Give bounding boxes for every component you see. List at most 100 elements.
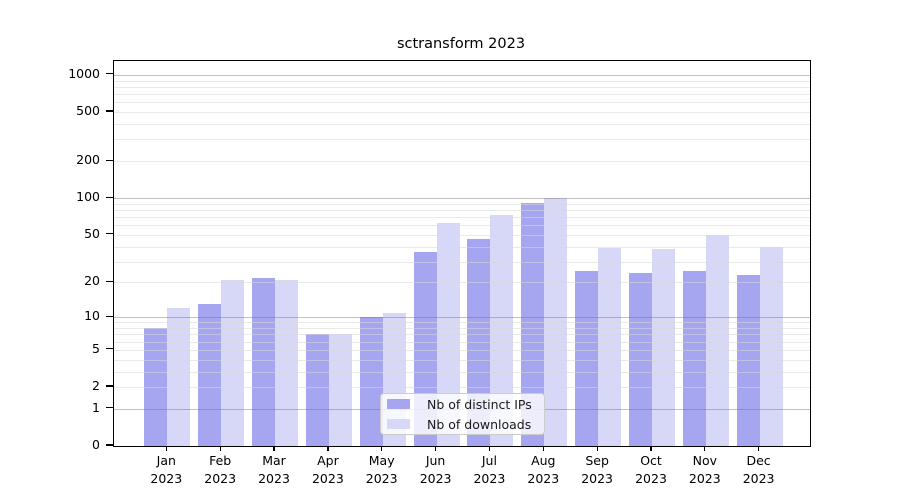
x-tick-year: 2023 xyxy=(742,471,775,486)
minor-gridline-60 xyxy=(114,225,810,227)
x-tick-label-jun: Jun 2023 xyxy=(408,452,464,488)
minor-gridline-40 xyxy=(114,246,810,248)
legend-swatch-downloads xyxy=(387,419,410,429)
bar-jul-downloads xyxy=(490,214,514,446)
x-tick-year: 2023 xyxy=(473,471,506,486)
minor-gridline-20 xyxy=(114,282,810,284)
y-tick-label-10: 10 xyxy=(84,308,100,324)
bar-mar-downloads xyxy=(275,279,298,446)
minor-gridline-8 xyxy=(114,328,810,329)
x-tick-mark-oct xyxy=(650,446,652,451)
minor-gridline-900 xyxy=(114,80,810,82)
bar-aug-downloads xyxy=(544,198,568,446)
major-gridline-10 xyxy=(114,317,810,319)
bar-may-distinct-ips xyxy=(359,317,383,446)
minor-gridline-9 xyxy=(114,322,810,324)
major-gridline-1000 xyxy=(114,74,810,76)
bar-feb-distinct-ips xyxy=(198,304,222,446)
y-tick-label-5: 5 xyxy=(92,340,100,356)
legend-row-downloads: Nb of downloads xyxy=(381,414,544,434)
legend-swatch-distinct-ips xyxy=(387,399,410,409)
minor-gridline-6 xyxy=(114,341,810,343)
minor-gridline-500 xyxy=(114,112,810,113)
minor-gridline-200 xyxy=(114,161,810,163)
y-tick-mark-20 xyxy=(106,280,113,283)
x-tick-mark-jan xyxy=(165,446,167,451)
bar-mar-distinct-ips xyxy=(252,277,275,446)
y-tick-label-0: 0 xyxy=(92,437,100,452)
x-tick-month: Apr xyxy=(317,453,339,468)
y-tick-label-200: 200 xyxy=(76,152,100,168)
x-tick-month: Oct xyxy=(640,453,662,468)
minor-gridline-90 xyxy=(114,203,810,205)
x-tick-month: Jul xyxy=(481,453,497,468)
x-tick-year: 2023 xyxy=(419,471,452,486)
x-tick-year: 2023 xyxy=(527,471,560,486)
x-tick-month: Jan xyxy=(156,453,176,468)
x-tick-label-dec: Dec 2023 xyxy=(731,452,787,488)
minor-gridline-30 xyxy=(114,261,810,263)
legend-row-distinct-ips: Nb of distinct IPs xyxy=(381,394,544,414)
bar-dec-downloads xyxy=(759,246,783,446)
y-tick-label-1000: 1000 xyxy=(68,65,100,81)
x-tick-label-jan: Jan 2023 xyxy=(138,452,194,488)
major-gridline-100 xyxy=(114,198,810,200)
minor-gridline-3 xyxy=(114,371,810,373)
x-tick-mark-dec xyxy=(758,446,760,451)
minor-gridline-2 xyxy=(114,387,810,388)
y-tick-mark-500 xyxy=(106,110,113,112)
minor-gridline-700 xyxy=(114,94,810,95)
legend-label-distinct-ips: Nb of distinct IPs xyxy=(427,396,532,412)
x-tick-mark-mar xyxy=(273,446,275,451)
minor-gridline-5 xyxy=(114,349,810,351)
minor-gridline-50 xyxy=(114,234,810,236)
chart-title: sctransform 2023 xyxy=(396,36,526,52)
plot-area: Nb of distinct IPs Nb of downloads xyxy=(113,60,811,447)
x-tick-label-feb: Feb 2023 xyxy=(192,452,248,488)
y-tick-label-100: 100 xyxy=(76,189,100,205)
x-tick-year: 2023 xyxy=(581,471,613,486)
x-tick-year: 2023 xyxy=(365,471,398,486)
x-tick-mark-feb xyxy=(219,446,221,451)
x-tick-mark-jul xyxy=(488,446,491,451)
x-tick-mark-jun xyxy=(434,446,437,451)
x-tick-month: Dec xyxy=(746,453,771,468)
x-tick-month: Sep xyxy=(585,453,609,468)
x-tick-label-oct: Oct 2023 xyxy=(623,452,679,488)
bar-oct-downloads xyxy=(652,249,675,446)
bar-apr-downloads xyxy=(328,334,352,446)
y-tick-label-1: 1 xyxy=(92,399,100,415)
y-tick-mark-50 xyxy=(106,233,113,235)
legend-label-downloads: Nb of downloads xyxy=(427,416,532,432)
x-tick-mark-sep xyxy=(596,446,598,451)
x-tick-month: Mar xyxy=(262,453,286,468)
minor-gridline-7 xyxy=(114,334,810,336)
minor-gridline-80 xyxy=(114,209,810,211)
chart-legend: Nb of distinct IPs Nb of downloads xyxy=(380,393,545,435)
y-tick-label-2: 2 xyxy=(92,378,100,393)
x-tick-label-may: May 2023 xyxy=(354,452,410,488)
x-tick-month: Aug xyxy=(531,453,556,468)
minor-gridline-400 xyxy=(114,124,810,125)
y-tick-mark-2 xyxy=(106,385,113,387)
y-tick-mark-10 xyxy=(106,315,113,317)
minor-gridline-4 xyxy=(114,359,810,361)
minor-gridline-300 xyxy=(114,139,810,141)
minor-gridline-800 xyxy=(114,86,810,88)
x-tick-month: May xyxy=(368,453,395,468)
y-tick-mark-200 xyxy=(106,159,113,161)
x-tick-year: 2023 xyxy=(688,471,721,486)
x-tick-year: 2023 xyxy=(311,471,344,486)
y-tick-label-50: 50 xyxy=(84,225,100,241)
x-tick-mark-may xyxy=(381,446,383,451)
x-tick-mark-nov xyxy=(704,446,706,451)
x-tick-label-mar: Mar 2023 xyxy=(246,452,302,488)
minor-gridline-600 xyxy=(114,102,810,104)
bar-feb-downloads xyxy=(221,279,245,446)
bar-apr-distinct-ips xyxy=(305,334,329,446)
bar-nov-distinct-ips xyxy=(682,271,706,446)
x-tick-year: 2023 xyxy=(258,471,290,486)
y-tick-mark-1000 xyxy=(106,73,113,75)
y-tick-mark-0 xyxy=(106,444,113,446)
x-tick-label-nov: Nov 2023 xyxy=(677,452,733,488)
